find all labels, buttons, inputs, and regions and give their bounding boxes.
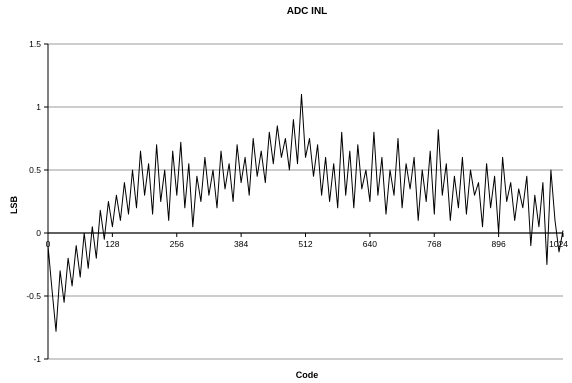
inl-series-line bbox=[47, 93, 564, 332]
x-tick-label: 128 bbox=[105, 239, 119, 249]
x-tick-label: 768 bbox=[427, 239, 441, 249]
y-tick-labels: -1 -0.5 0 0.5 1 1.5 bbox=[26, 39, 41, 364]
x-tick-label: 256 bbox=[170, 239, 184, 249]
x-tick-label: 1024 bbox=[549, 239, 568, 249]
y-tick-label: -0.5 bbox=[26, 291, 41, 301]
y-tick-label: 0 bbox=[36, 228, 41, 238]
y-tick-label: 0.5 bbox=[29, 165, 41, 175]
x-tick-label: 0 bbox=[46, 239, 51, 249]
plot-area bbox=[47, 93, 564, 332]
y-tick-label: 1 bbox=[36, 102, 41, 112]
x-axis-label: Code bbox=[296, 370, 319, 380]
axes bbox=[44, 43, 564, 360]
y-tick-label: 1.5 bbox=[29, 39, 41, 49]
x-tick-labels: 0 128 256 384 512 640 768 896 1024 bbox=[46, 239, 569, 249]
chart-title: ADC INL bbox=[287, 6, 328, 17]
gridlines bbox=[48, 43, 563, 360]
x-tick-label: 640 bbox=[363, 239, 377, 249]
y-axis-label: LSB bbox=[9, 195, 19, 214]
x-tick-label: 896 bbox=[492, 239, 506, 249]
x-tick-label: 384 bbox=[234, 239, 248, 249]
x-tick-label: 512 bbox=[298, 239, 312, 249]
y-tick-label: -1 bbox=[33, 354, 41, 364]
